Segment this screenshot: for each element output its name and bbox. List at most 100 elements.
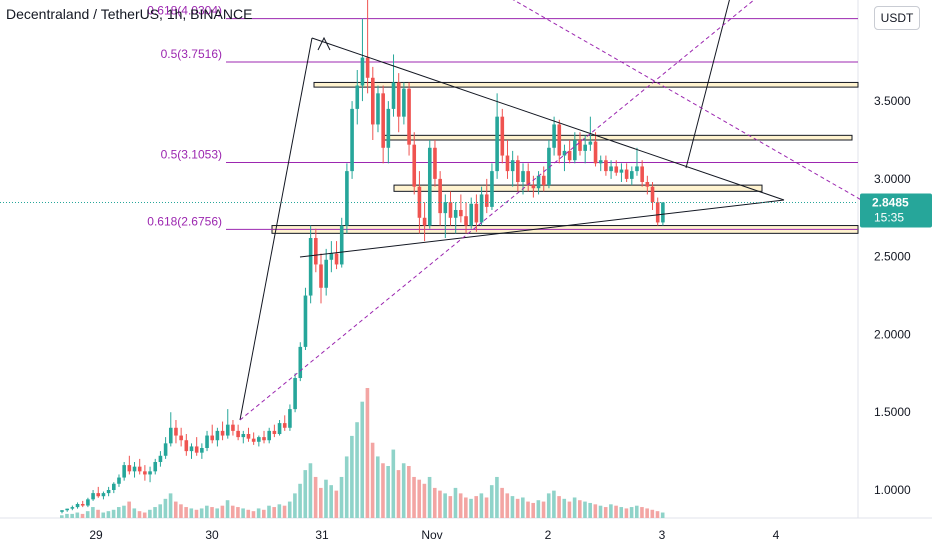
candle-body <box>521 171 525 182</box>
candle-body <box>153 462 158 472</box>
volume-bar <box>412 476 416 518</box>
volume-bar <box>184 507 188 518</box>
candle-body <box>624 169 629 179</box>
candle-body <box>604 160 608 172</box>
volume-bar <box>251 511 256 518</box>
candle-body <box>350 108 354 172</box>
volume-bar <box>432 487 437 518</box>
candle-body <box>407 88 411 145</box>
price-axis-label: 3.5000 <box>874 94 911 108</box>
candle-body <box>205 435 209 448</box>
volume-bar <box>593 504 598 518</box>
candle-body <box>262 437 266 441</box>
volume-bar <box>122 505 126 518</box>
volume-bar <box>313 476 318 518</box>
candle-body <box>573 140 577 161</box>
volume-bar <box>515 498 520 518</box>
volume-bar <box>344 456 349 518</box>
support-resistance-zone <box>383 134 853 141</box>
volume-bar <box>350 435 354 518</box>
candle-body <box>583 144 587 151</box>
fib-level-label: 0.618(4.0304) <box>147 4 222 18</box>
candle-body <box>645 182 650 187</box>
arrowhead <box>317 36 331 51</box>
candle-body <box>650 186 655 203</box>
currency-button[interactable]: USDT <box>874 6 920 30</box>
volume-bar <box>500 487 504 518</box>
volume-bar <box>640 507 644 518</box>
candle-body <box>319 264 323 288</box>
candle-body <box>469 203 474 226</box>
candle-body <box>168 427 173 444</box>
candle-body <box>552 124 556 148</box>
candle-body <box>386 108 391 148</box>
volume-bar <box>464 497 468 518</box>
candle-body <box>148 471 152 475</box>
symbol-title: Decentraland / TetherUS, 1h, BINANCE <box>6 6 253 22</box>
candle-body <box>251 438 256 442</box>
candle-body <box>174 427 178 436</box>
candle-body <box>510 160 515 172</box>
volume-bar <box>210 507 214 518</box>
volume-bar <box>422 483 427 518</box>
candle-body <box>143 471 147 475</box>
candle-body <box>163 443 168 456</box>
volume-bar <box>85 511 90 518</box>
volume-bar <box>262 509 266 518</box>
candle-body <box>516 160 520 182</box>
volume-bar <box>168 493 173 518</box>
volume-bar <box>287 501 292 518</box>
candle-body <box>635 166 639 172</box>
last-price-value: 2.8485 <box>872 195 909 209</box>
volume-bar <box>536 500 541 518</box>
volume-bar <box>526 501 530 518</box>
trendline <box>239 37 313 421</box>
volume-bar <box>386 466 390 518</box>
volume-bar <box>173 501 178 518</box>
candle-body <box>490 171 494 207</box>
volume-bar <box>355 422 359 518</box>
price-axis-label: 1.5000 <box>874 405 911 419</box>
volume-bar <box>479 493 484 518</box>
candle-body <box>257 437 261 442</box>
candle-body <box>484 194 489 207</box>
volume-bar <box>230 505 235 518</box>
support-resistance-zone <box>393 184 763 192</box>
volume-bar <box>91 507 95 518</box>
candle-body <box>127 465 132 472</box>
fib-level-label: 0.618(2.6756) <box>147 214 222 228</box>
candle-body <box>391 82 396 109</box>
candle-body <box>578 140 582 151</box>
time-axis-label: 30 <box>205 528 219 542</box>
price-axis-label: 2.0000 <box>874 327 911 341</box>
volume-bar <box>572 497 577 518</box>
candle-body <box>655 202 660 223</box>
volume-bar <box>417 479 422 518</box>
volume-bar <box>557 496 561 518</box>
candle-body <box>272 430 277 434</box>
volume-bar <box>396 470 401 518</box>
candle-body <box>282 423 287 428</box>
candle-body <box>630 171 634 179</box>
candle-body <box>241 434 246 438</box>
volume-bar <box>495 476 499 518</box>
volume-bar <box>96 509 100 518</box>
volume-bar <box>598 505 603 518</box>
volume-bar <box>241 508 245 518</box>
candle-body <box>453 210 458 218</box>
candle-body <box>288 409 292 428</box>
volume-bar <box>339 476 344 518</box>
time-axis-label: Nov <box>421 528 442 542</box>
candle-body <box>479 194 484 223</box>
volume-bar <box>484 497 489 518</box>
volume-bar <box>303 470 308 518</box>
candle-body <box>412 144 417 187</box>
fib-level-label: 0.5(3.1053) <box>161 148 222 162</box>
candle-countdown: 15:35 <box>874 210 904 224</box>
volume-bar <box>443 493 447 518</box>
candle-body <box>329 253 334 260</box>
candle-body <box>531 185 536 189</box>
candle-body <box>137 466 142 472</box>
volume-bar <box>567 501 572 518</box>
